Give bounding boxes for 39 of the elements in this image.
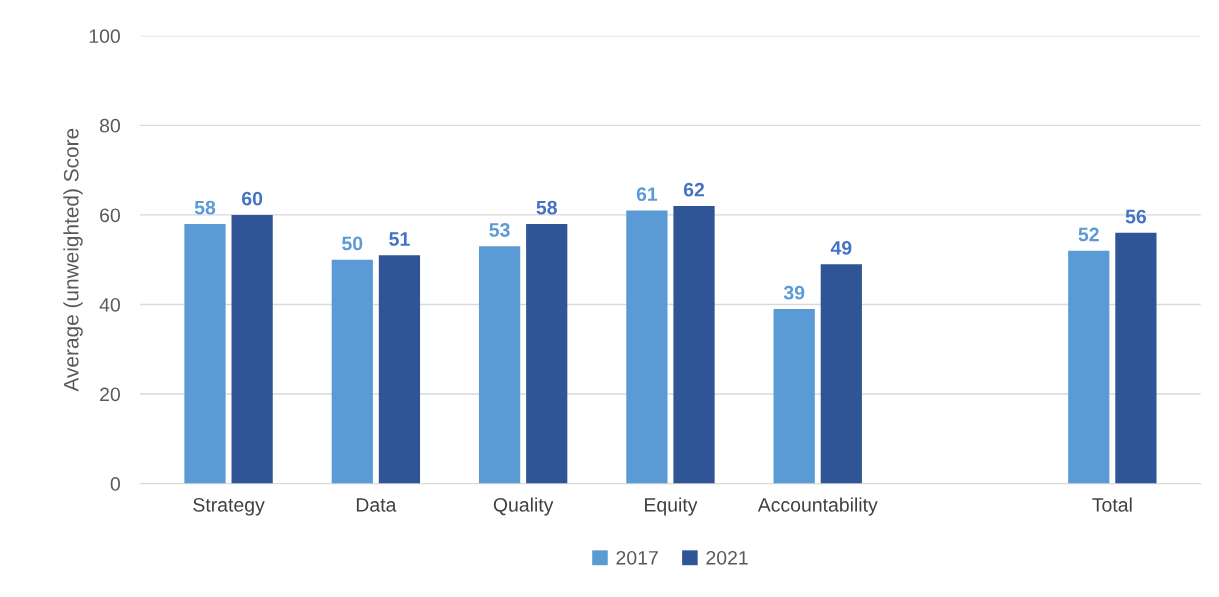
bar [478, 246, 521, 484]
data-label: 50 [342, 236, 363, 251]
data-label: 58 [194, 200, 216, 215]
x-tick-label: Data [356, 498, 397, 512]
data-label: 62 [683, 182, 705, 197]
data-label: 58 [536, 200, 557, 215]
y-tick-label: 80 [99, 118, 120, 133]
data-label: 49 [830, 241, 852, 255]
legend-label: 2017 [616, 550, 658, 565]
x-tick-label: Total [1092, 497, 1132, 512]
data-label: 60 [242, 191, 263, 206]
legend-label: 2021 [706, 550, 748, 565]
data-label: 39 [783, 285, 805, 300]
data-label: 53 [489, 223, 510, 237]
bar [626, 210, 668, 484]
y-tick-label: 100 [89, 29, 120, 44]
bar [184, 223, 226, 484]
y-axis-title: Average (unweighted) Score [63, 128, 83, 392]
y-tick-label: 0 [110, 477, 120, 491]
bar [526, 223, 568, 484]
bar [331, 259, 373, 484]
y-tick-label: 20 [100, 387, 120, 402]
bar [1115, 232, 1157, 484]
bar [820, 264, 862, 484]
bar [378, 255, 421, 484]
x-tick-label: Quality [493, 497, 554, 516]
bar [773, 308, 815, 484]
bar [231, 214, 273, 484]
x-tick-label: Equity [645, 497, 698, 516]
bar [673, 205, 715, 484]
y-tick-label: 60 [100, 208, 120, 223]
bar [1068, 250, 1110, 484]
y-tick-label: 40 [99, 297, 120, 312]
data-label: 52 [1078, 227, 1099, 242]
data-label: 61 [636, 187, 658, 202]
data-label: 56 [1125, 209, 1147, 224]
x-tick-label: Strategy [193, 497, 265, 516]
x-tick-label: Accountability [757, 497, 878, 516]
data-label: 51 [389, 232, 410, 246]
